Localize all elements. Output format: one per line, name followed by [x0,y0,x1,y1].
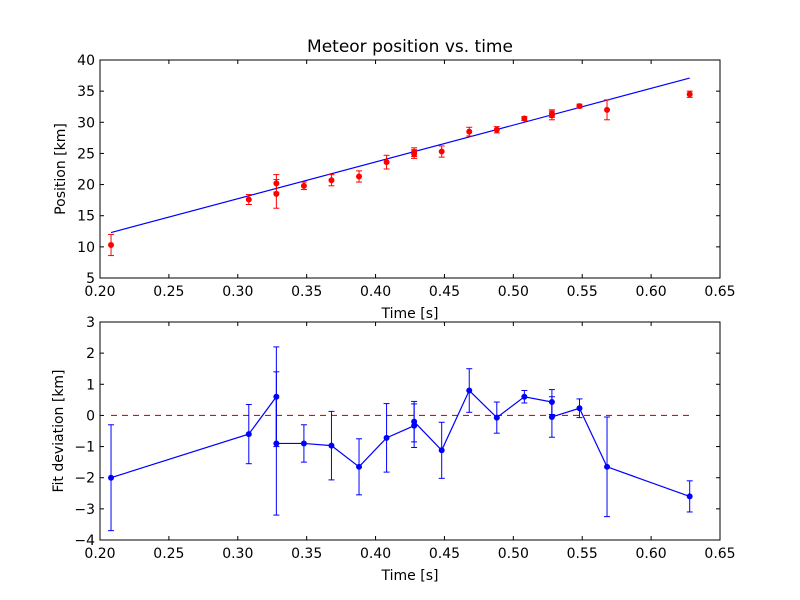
bottom-x-tick-label: 0.40 [360,546,391,562]
top-data-point [438,148,445,155]
top-data-point [273,190,280,197]
top-data-point [604,106,611,113]
bottom-x-tick-label: 0.65 [704,546,735,562]
bottom-x-axis-label: Time [s] [381,568,439,584]
bottom-y-tick-label: −4 [74,533,95,549]
bottom-y-axis-label: Fit deviation [km] [51,369,67,492]
bottom-x-tick-label: 0.25 [153,546,184,562]
bottom-x-tick-label: 0.35 [291,546,322,562]
bottom-data-point [604,463,611,470]
top-data-point [328,177,335,184]
bottom-data-point [576,405,583,412]
top-plot-axes: 0.20 0.25 0.30 0.35 0.40 0.45 0.50 0.55 0.60 0.65… [77,53,735,300]
chart-title: Meteor position vs. time [307,37,513,57]
bottom-plot: 0.20 0.25 0.30 0.35 0.40 0.45 0.50 0.55 0.60 0.65… [51,315,736,584]
top-data-point [411,149,418,156]
bottom-data-point [466,387,473,394]
bottom-y-tick-label: −3 [74,502,95,518]
top-y-tick-label: 15 [77,209,95,225]
top-y-tick-label: 40 [77,53,95,69]
bottom-x-tick-label: 0.30 [222,546,253,562]
bottom-data-point [548,413,555,420]
top-x-tick-label: 0.35 [291,284,322,300]
top-x-tick-label: 0.65 [704,284,735,300]
deviation-line [110,389,690,497]
top-frame [99,59,721,279]
top-data-point [686,91,693,98]
bottom-y-tick-label: −1 [74,440,95,456]
top-data-point [548,112,555,119]
top-x-tick-label: 0.45 [429,284,460,300]
bottom-frame [99,321,721,541]
top-x-tick-label: 0.55 [567,284,598,300]
bottom-x-tick-label: 0.55 [567,546,598,562]
top-y-tick-label: 35 [77,84,95,100]
bottom-data-point [411,418,418,425]
bottom-data-point [300,440,307,447]
bottom-y-tick-label: 2 [86,346,95,362]
top-x-tick-label: 0.60 [636,284,667,300]
bottom-x-tick-label: 0.20 [84,546,115,562]
top-data-point [521,115,528,122]
top-y-tick-label: 20 [77,178,95,194]
bottom-data-point [328,442,335,449]
bottom-data-point [273,440,280,447]
bottom-y-tick-label: 0 [86,408,95,424]
top-data-point [300,182,307,189]
bottom-plot-marks [108,346,693,532]
bottom-data-point [245,431,252,438]
bottom-x-tick-label: 0.60 [636,546,667,562]
top-data-point [356,173,363,180]
bottom-data-point [438,447,445,454]
top-x-tick-label: 0.40 [360,284,391,300]
bottom-x-tick-label: 0.50 [498,546,529,562]
top-plot: 0.20 0.25 0.30 0.35 0.40 0.45 0.50 0.55 0.60 0.65… [53,53,736,322]
bottom-y-tick-label: 1 [86,377,95,393]
top-y-tick-label: 25 [77,146,95,162]
top-x-tick-label: 0.20 [84,284,115,300]
top-data-point [576,103,583,110]
top-x-tick-label: 0.25 [153,284,184,300]
top-data-point [108,241,115,248]
top-y-tick-label: 30 [77,115,95,131]
bottom-data-point [521,393,528,400]
bottom-data-point [108,474,115,481]
top-x-tick-label: 0.30 [222,284,253,300]
bottom-plot-axes: 0.20 0.25 0.30 0.35 0.40 0.45 0.50 0.55 0.60 0.65… [74,315,735,562]
bottom-x-tick-label: 0.45 [429,546,460,562]
bottom-y-tick-label: 3 [86,315,95,331]
top-data-point [245,196,252,203]
bottom-data-point [383,434,390,441]
top-data-point [466,128,473,135]
bottom-data-point [493,414,500,421]
top-plot-marks [108,77,693,257]
top-data-point [493,126,500,133]
bottom-data-point [356,463,363,470]
top-fit-line [110,77,690,234]
top-x-tick-label: 0.50 [498,284,529,300]
top-data-point [383,159,390,166]
top-x-axis-label: Time [s] [381,306,439,322]
top-y-tick-label: 5 [86,271,95,287]
top-y-axis-label: Position [km] [53,123,69,215]
top-y-tick-label: 10 [77,240,95,256]
bottom-y-tick-label: −2 [74,471,95,487]
bottom-data-point [686,493,693,500]
